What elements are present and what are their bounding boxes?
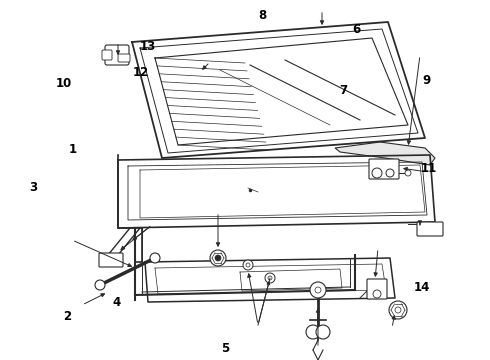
Text: 11: 11 — [420, 162, 437, 175]
FancyBboxPatch shape — [118, 54, 130, 62]
Polygon shape — [335, 142, 435, 165]
FancyBboxPatch shape — [99, 253, 123, 267]
Text: 1: 1 — [69, 143, 76, 156]
FancyBboxPatch shape — [417, 222, 443, 236]
Circle shape — [316, 325, 330, 339]
Text: 3: 3 — [29, 181, 37, 194]
Circle shape — [315, 287, 321, 293]
Circle shape — [395, 307, 401, 313]
Circle shape — [389, 301, 407, 319]
Circle shape — [268, 276, 272, 280]
Circle shape — [386, 169, 394, 177]
Circle shape — [373, 290, 381, 298]
Circle shape — [243, 260, 253, 270]
FancyBboxPatch shape — [367, 279, 387, 299]
Circle shape — [95, 280, 105, 290]
Circle shape — [210, 250, 226, 266]
Text: 4: 4 — [113, 296, 121, 309]
Text: 5: 5 — [221, 342, 229, 355]
Text: 9: 9 — [422, 75, 430, 87]
FancyBboxPatch shape — [105, 45, 129, 65]
Text: 14: 14 — [413, 281, 430, 294]
Circle shape — [372, 168, 382, 178]
Circle shape — [306, 325, 320, 339]
Circle shape — [265, 273, 275, 283]
Text: 10: 10 — [55, 77, 72, 90]
Text: 7: 7 — [339, 84, 347, 96]
Text: 2: 2 — [64, 310, 72, 323]
Text: 6: 6 — [353, 23, 361, 36]
Circle shape — [405, 170, 411, 176]
Circle shape — [246, 263, 250, 267]
Text: 8: 8 — [258, 9, 266, 22]
Text: 13: 13 — [140, 40, 156, 53]
Circle shape — [215, 255, 221, 261]
Circle shape — [310, 282, 326, 298]
FancyBboxPatch shape — [102, 50, 112, 60]
Circle shape — [150, 253, 160, 263]
FancyBboxPatch shape — [369, 159, 399, 179]
Text: 12: 12 — [133, 66, 149, 78]
